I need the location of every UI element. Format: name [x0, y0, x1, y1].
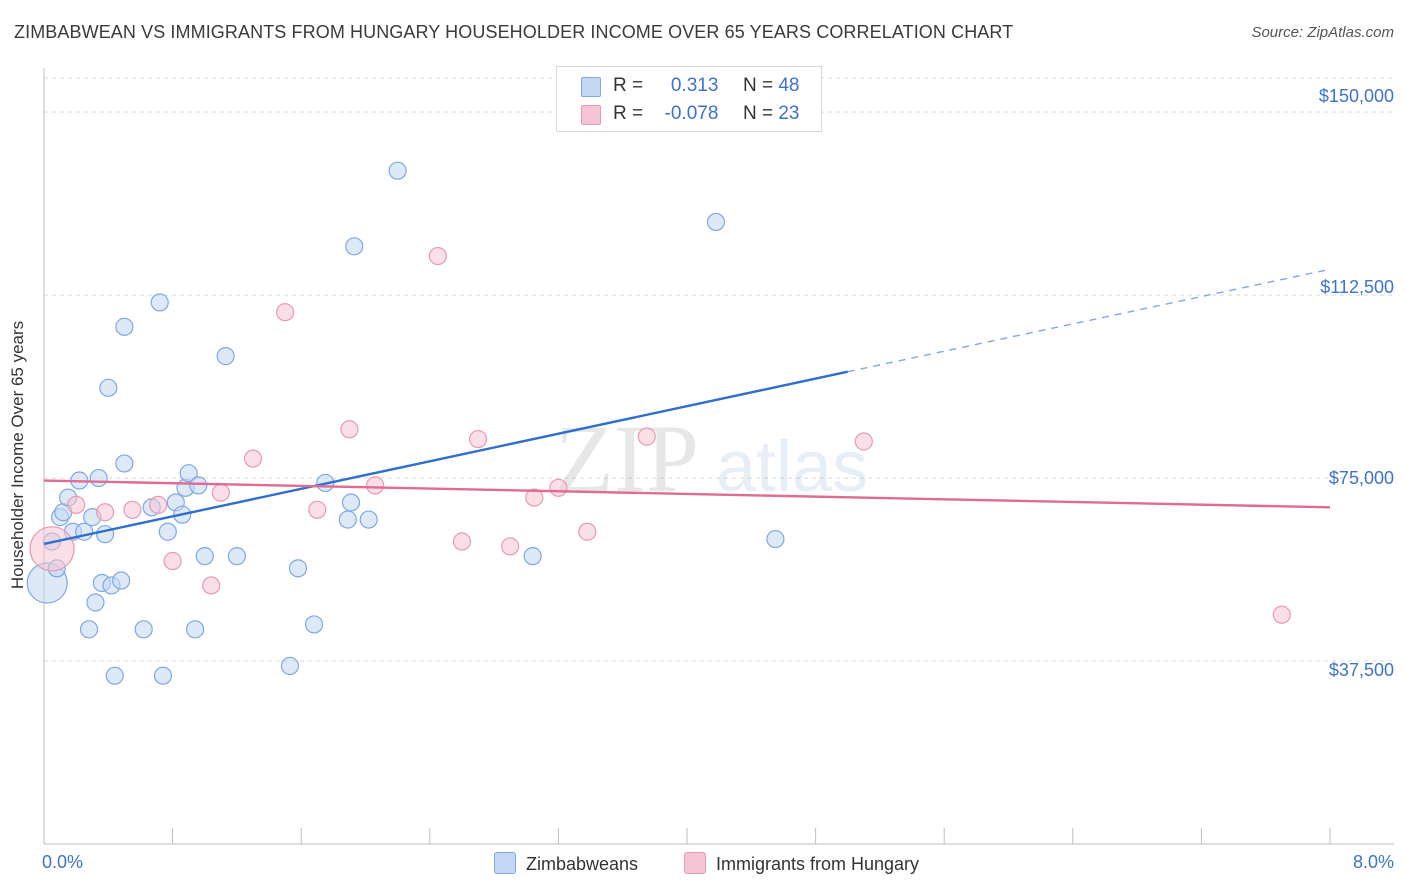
data-point-hungary	[637, 427, 656, 446]
data-point-hungary	[452, 532, 472, 551]
legend-label: Immigrants from Hungary	[716, 854, 920, 874]
y-tick-150000: $150,000	[1318, 86, 1394, 106]
data-point-hungary	[501, 537, 520, 556]
trend-line-zimbabweans	[43, 370, 849, 546]
data-point-zimbabweans	[158, 522, 177, 541]
data-point-zimbabweans	[186, 620, 205, 639]
axes	[43, 68, 1394, 845]
data-point-zimbabweans	[179, 464, 198, 483]
legend-item-hungary[interactable]: Immigrants from Hungary	[684, 852, 919, 875]
data-point-zimbabweans	[95, 525, 115, 544]
data-point-zimbabweans	[150, 293, 169, 312]
data-point-hungary	[95, 503, 115, 522]
r-label: R =	[613, 75, 644, 96]
data-point-hungary	[67, 495, 86, 515]
data-point-hungary	[123, 500, 142, 519]
data-point-zimbabweans	[227, 547, 246, 566]
data-point-hungary	[366, 476, 385, 495]
data-point-zimbabweans	[195, 547, 214, 566]
data-point-zimbabweans	[153, 666, 173, 685]
data-point-hungary	[202, 576, 221, 595]
stats-box: R = 0.313 N = 48 R = -0.078 N = 23	[556, 66, 822, 132]
data-point-hungary	[549, 478, 568, 497]
trend-line-zimbabweans-projection	[847, 268, 1331, 373]
data-point-hungary	[1272, 605, 1291, 624]
y-axis-label: Householder Income Over 65 years	[8, 320, 27, 590]
watermark-atlas: atlas	[716, 427, 868, 507]
data-point-zimbabweans	[115, 454, 134, 473]
data-point-zimbabweans	[359, 510, 378, 529]
data-point-zimbabweans	[766, 529, 785, 549]
data-point-zimbabweans	[288, 559, 308, 578]
data-point-zimbabweans	[189, 476, 208, 495]
data-point-zimbabweans	[523, 547, 542, 566]
r-label: R =	[613, 103, 644, 124]
data-point-zimbabweans	[345, 237, 364, 256]
data-point-zimbabweans	[79, 620, 99, 639]
legend-item-zimbabweans[interactable]: Zimbabweans	[494, 852, 638, 875]
data-point-zimbabweans	[115, 317, 134, 336]
y-tick-75000: $75,000	[1328, 468, 1394, 488]
data-point-hungary	[428, 246, 447, 266]
data-point-hungary	[211, 483, 230, 502]
data-point-zimbabweans	[388, 161, 407, 180]
data-point-zimbabweans	[280, 656, 300, 676]
legend-label: Zimbabweans	[526, 854, 639, 874]
data-point-hungary	[468, 429, 488, 449]
zimbabweans-swatch	[581, 77, 601, 97]
data-point-hungary	[308, 500, 327, 519]
trend-lines	[43, 268, 1331, 546]
data-point-zimbabweans	[706, 212, 726, 232]
data-point-zimbabweans	[86, 593, 105, 612]
data-point-zimbabweans	[99, 378, 118, 397]
data-point-hungary	[854, 432, 873, 451]
data-point-hungary	[29, 526, 75, 572]
source-label: Source: ZipAtlas.com	[1251, 24, 1394, 41]
data-point-zimbabweans	[89, 468, 108, 488]
data-point-hungary	[578, 522, 597, 541]
y-tick-112500: $112,500	[1320, 277, 1394, 297]
legend-swatch-hungary	[684, 852, 706, 874]
x-tick-min: 0.0%	[42, 852, 84, 872]
data-point-zimbabweans	[216, 347, 235, 366]
r-value: -0.078	[664, 103, 719, 124]
legend-swatch-zimbabweans	[494, 852, 516, 874]
data-point-hungary	[149, 495, 168, 515]
watermark: ZIP atlas	[555, 405, 868, 512]
watermark-zip: ZIP	[555, 405, 699, 512]
y-tick-37500: $37,500	[1328, 660, 1394, 680]
n-value: 23	[778, 103, 800, 124]
x-tick-max: 8.0%	[1352, 852, 1394, 872]
data-point-zimbabweans	[134, 620, 153, 639]
n-label: N =	[742, 103, 774, 124]
data-point-zimbabweans	[341, 493, 361, 512]
data-point-zimbabweans	[338, 510, 357, 529]
gridlines	[44, 77, 1394, 662]
data-point-zimbabweans	[112, 571, 131, 590]
trend-line-hungary	[43, 479, 1331, 509]
hungary-swatch	[581, 105, 601, 125]
r-value: 0.313	[670, 75, 719, 96]
data-point-zimbabweans	[105, 666, 124, 685]
data-point-hungary	[276, 303, 295, 322]
data-point-hungary	[340, 420, 359, 439]
n-value: 48	[778, 75, 800, 96]
data-point-hungary	[243, 449, 263, 468]
n-label: N =	[742, 75, 774, 96]
chart-title: ZIMBABWEAN VS IMMIGRANTS FROM HUNGARY HO…	[14, 22, 1014, 42]
data-point-hungary	[163, 551, 182, 571]
data-point-hungary	[525, 488, 544, 507]
data-point-zimbabweans	[304, 615, 324, 634]
